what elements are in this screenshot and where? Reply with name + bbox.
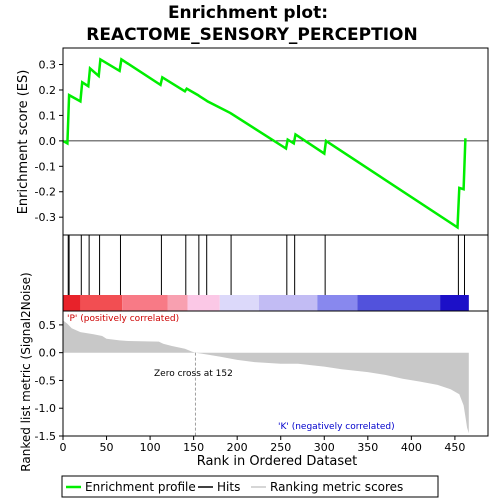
legend-metric-label: Ranking metric scores (270, 480, 403, 494)
es-y-axis-label: Enrichment score (ES) (16, 70, 31, 215)
es-y-tick-label: -0.2 (35, 186, 56, 199)
hit-markers (67, 235, 465, 295)
colorbar-segment (167, 295, 188, 311)
es-y-ticks: -0.3 -0.2 -0.1 0.0 0.1 0.2 0.3 (35, 59, 63, 224)
colorbar-segment (357, 295, 441, 311)
metric-y-axis-label: Ranked list metric (Signal2Noise) (19, 272, 33, 471)
colorbar-segment (80, 295, 123, 311)
hits-panel (62, 234, 489, 312)
x-tick-label: 150 (183, 441, 204, 454)
colorbar-segment (317, 295, 358, 311)
x-tick-label: 400 (401, 441, 422, 454)
metric-y-tick-label: -1.0 (35, 402, 56, 415)
enrichment-profile-line (62, 57, 467, 230)
colorbar-segment (440, 295, 469, 311)
metric-panel: -1.5 -1.0 -0.5 0.0 0.5 'P' (positively corre… (19, 272, 489, 472)
negative-correlation-label: 'K' (negatively correlated) (278, 422, 395, 432)
es-y-tick-label: 0.3 (39, 59, 57, 72)
colorbar-segment (258, 295, 318, 311)
metric-y-tick-label: 0.0 (39, 347, 57, 360)
es-y-tick-label: 0.1 (39, 109, 57, 122)
metric-y-ticks: -1.5 -1.0 -0.5 0.0 0.5 (35, 319, 63, 443)
x-tick-label: 350 (357, 441, 378, 454)
colorbar-segment (219, 295, 259, 311)
metric-panel-frame (62, 310, 489, 437)
es-y-tick-label: 0.0 (39, 135, 57, 148)
x-tick-label: 100 (140, 441, 161, 454)
x-tick-label: 300 (314, 441, 335, 454)
es-y-tick-label: -0.3 (35, 211, 56, 224)
chart-title-line2: REACTOME_SENSORY_PERCEPTION (86, 25, 417, 45)
legend: Enrichment profile Hits Ranking metric s… (61, 475, 439, 498)
positive-correlation-label: 'P' (positively correlated) (67, 314, 179, 324)
x-tick-label: 0 (60, 441, 67, 454)
legend-box (61, 475, 439, 498)
es-y-tick-label: -0.1 (35, 160, 56, 173)
metric-y-tick-label: -0.5 (35, 374, 56, 387)
x-tick-label: 50 (100, 441, 114, 454)
colorbar-segment (187, 295, 220, 311)
metric-y-tick-label: -1.5 (35, 430, 56, 443)
ranking-metric-area (63, 320, 469, 434)
x-tick-label: 450 (444, 441, 465, 454)
x-axis-label: Rank in Ordered Dataset (197, 454, 358, 469)
rank-colorbar (63, 295, 469, 311)
metric-y-tick-label: 0.5 (39, 319, 57, 332)
legend-enrichment-label: Enrichment profile (85, 480, 196, 494)
x-tick-label: 200 (227, 441, 248, 454)
chart-title-line1: Enrichment plot: (168, 3, 328, 23)
es-y-tick-label: 0.2 (39, 84, 57, 97)
x-axis-ticks: 0 50 100 150 200 250 300 350 400 450 (60, 436, 465, 454)
colorbar-segment (63, 295, 81, 311)
x-tick-label: 250 (270, 441, 291, 454)
legend-hits-label: Hits (217, 480, 240, 494)
colorbar-segment (122, 295, 168, 311)
zero-cross-label: Zero cross at 152 (154, 369, 233, 379)
